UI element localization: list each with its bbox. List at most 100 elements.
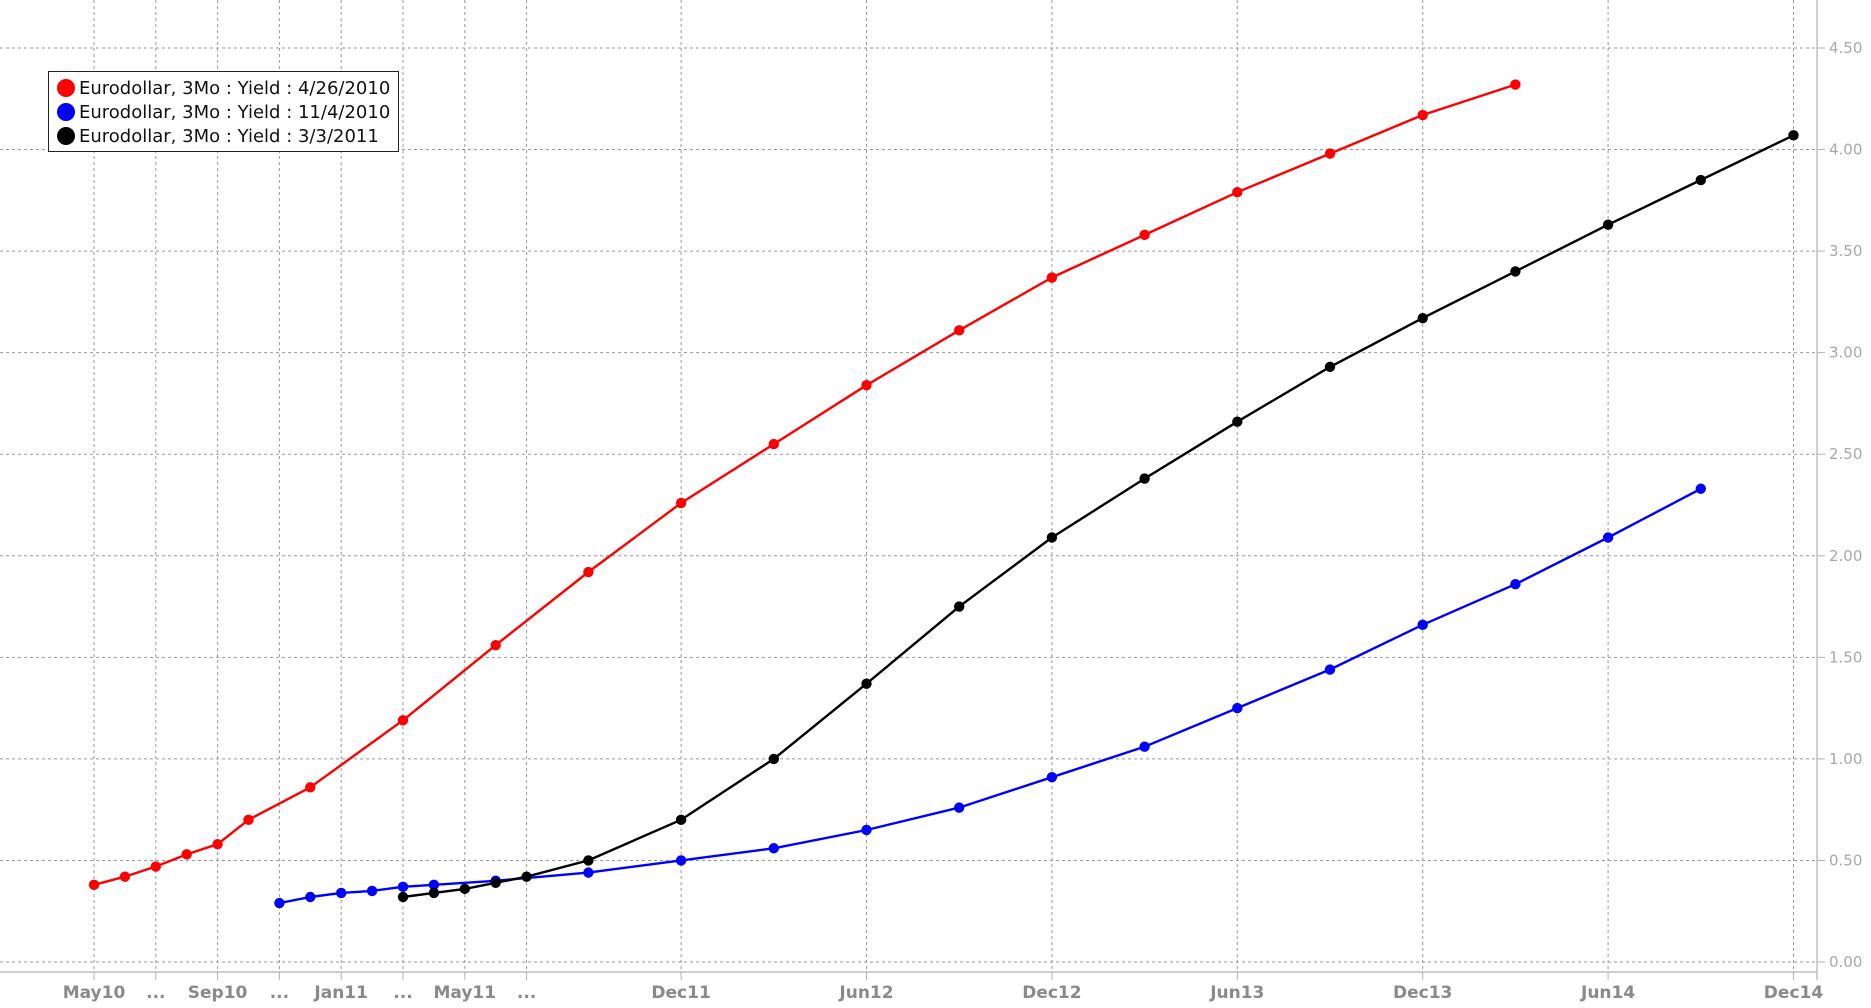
x-tick-label: ...: [270, 983, 289, 1003]
x-tick-label: Dec12: [1022, 983, 1081, 1003]
data-point: [1417, 619, 1428, 631]
y-tick-label: 1.00: [1829, 750, 1862, 768]
data-point: [675, 855, 687, 866]
data-point: [861, 379, 872, 391]
data-point: [1139, 229, 1150, 241]
data-point: [490, 639, 501, 651]
series-line: [93, 83, 1516, 886]
data-point: [428, 887, 440, 899]
data-point: [397, 891, 409, 903]
x-tick-label: May11: [433, 983, 496, 1003]
series-line: [279, 487, 1702, 905]
data-point: [1232, 416, 1243, 427]
data-point: [675, 497, 687, 509]
data-point: [1602, 532, 1614, 543]
y-tick-label: 3.50: [1829, 242, 1862, 260]
x-tick-label: ...: [393, 983, 412, 1003]
y-tick-label: 1.50: [1829, 648, 1862, 666]
series-line: [402, 134, 1795, 899]
legend: Eurodollar, 3Mo : Yield : 4/26/2010 Eurod…: [48, 71, 400, 152]
data-point: [954, 325, 965, 336]
y-tick-label: 4.50: [1829, 39, 1862, 57]
data-point: [583, 855, 594, 866]
data-point: [274, 897, 285, 909]
legend-label: Eurodollar, 3Mo : Yield : 3/3/2011: [79, 125, 379, 147]
data-point: [428, 879, 440, 891]
x-tick-label: Jun13: [1209, 983, 1264, 1003]
legend-entry: Eurodollar, 3Mo : Yield : 11/4/2010: [57, 100, 390, 124]
legend-swatch: [57, 103, 75, 121]
x-tick-label: May10: [63, 983, 126, 1003]
data-point: [181, 849, 192, 860]
data-point: [1232, 702, 1243, 714]
y-axis-ticks: 0.00 0.50 1.00 1.50 2.00 2.50 3.00 3.50 4.00 4.50: [1817, 39, 1862, 971]
data-point: [954, 802, 965, 813]
data-point: [583, 566, 594, 578]
legend-entry: Eurodollar, 3Mo : Yield : 4/26/2010: [57, 76, 390, 100]
data-point: [768, 438, 779, 450]
x-axis-ticks: May10... Sep10... Jan11... May11... Dec11 Jun…: [63, 972, 1824, 1003]
legend-swatch: [57, 127, 75, 145]
data-point: [1324, 361, 1336, 373]
data-point: [1510, 266, 1521, 277]
x-tick-label: Jun14: [1580, 983, 1635, 1003]
data-point: [397, 715, 409, 726]
data-point: [150, 861, 161, 872]
legend-label: Eurodollar, 3Mo : Yield : 11/4/2010: [79, 101, 391, 123]
data-point: [1139, 473, 1150, 484]
data-point: [1417, 109, 1428, 121]
data-point: [1046, 532, 1058, 543]
data-point: [88, 879, 100, 891]
data-point: [1232, 187, 1243, 198]
y-tick-label: 2.50: [1829, 445, 1862, 463]
data-point: [1695, 483, 1707, 494]
y-tick-label: 3.00: [1829, 344, 1862, 362]
data-point: [1510, 79, 1521, 90]
data-point: [336, 887, 347, 899]
data-point: [305, 891, 316, 903]
data-point: [1510, 579, 1521, 590]
x-tick-label: Dec13: [1393, 983, 1452, 1003]
y-tick-label: 0.50: [1829, 851, 1862, 869]
data-point: [119, 871, 131, 882]
data-point: [366, 885, 378, 897]
y-tick-label: 2.00: [1829, 547, 1862, 565]
data-point: [1602, 219, 1614, 230]
data-point: [675, 814, 687, 826]
data-point: [1046, 272, 1058, 283]
x-tick-label: Jan11: [313, 983, 368, 1003]
data-point: [861, 678, 872, 689]
data-point: [243, 814, 254, 826]
series-3: [397, 130, 1799, 903]
data-point: [768, 753, 779, 765]
data-point: [861, 824, 872, 836]
data-point: [768, 843, 779, 854]
data-point: [1046, 771, 1058, 783]
grid-lines: [0, 0, 1817, 972]
series-layer: [88, 79, 1799, 909]
data-point: [1788, 130, 1799, 141]
series-1: [88, 79, 1521, 891]
axes: [0, 0, 1818, 980]
data-point: [459, 883, 470, 895]
data-point: [1417, 312, 1428, 324]
data-point: [1695, 174, 1707, 186]
data-point: [583, 867, 594, 878]
data-point: [521, 871, 532, 882]
data-point: [1324, 148, 1336, 159]
x-tick-label: Dec14: [1764, 983, 1824, 1003]
data-point: [954, 601, 965, 612]
series-2: [274, 483, 1707, 909]
data-point: [212, 838, 223, 850]
data-point: [397, 881, 409, 893]
x-tick-label: Sep10: [188, 983, 248, 1003]
y-tick-label: 4.00: [1829, 141, 1862, 159]
legend-entry: Eurodollar, 3Mo : Yield : 3/3/2011: [57, 124, 390, 148]
data-point: [490, 877, 501, 888]
data-point: [1139, 741, 1150, 752]
legend-swatch: [57, 79, 75, 97]
legend-label: Eurodollar, 3Mo : Yield : 4/26/2010: [79, 77, 391, 99]
x-tick-label: ...: [146, 983, 165, 1003]
y-tick-label: 0.00: [1829, 953, 1862, 971]
